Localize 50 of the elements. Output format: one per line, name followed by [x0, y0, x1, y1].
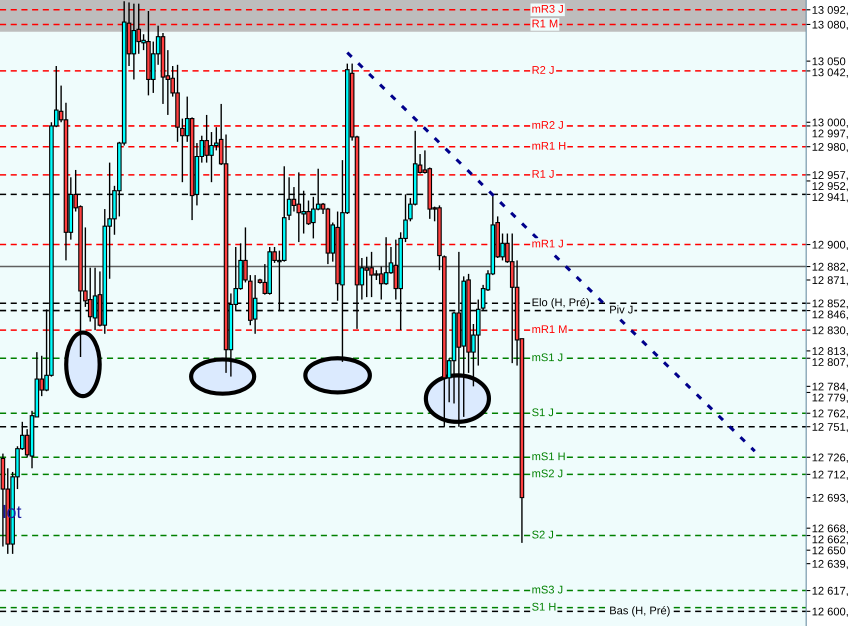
ref-line-label: R2 J	[532, 66, 554, 74]
y-tick-label: 12 617,	[812, 586, 848, 596]
y-tick-label: 12 762,	[812, 410, 848, 419]
y-tick-label: 12 852,	[812, 299, 848, 309]
ref-line-label: Elo (H, Pré)	[532, 298, 589, 308]
ref-line-label: S1 J	[532, 408, 554, 416]
y-tick-label: 12 712,	[812, 470, 848, 480]
ref-line-label: mS3 J	[532, 586, 562, 594]
ref-line-label: mR1 H	[532, 142, 566, 150]
y-tick-label: 13 050	[812, 57, 846, 66]
ref-line-label: mS1 J	[532, 353, 562, 362]
ref-line-label: mS2 J	[532, 470, 562, 478]
y-tick-label: 12 639,	[812, 560, 848, 570]
y-tick-label: 12 779,	[812, 394, 848, 403]
y-tick-label: 12 813,	[812, 347, 848, 356]
y-tick-label: 12 784,	[812, 382, 848, 392]
y-tick-label: 12 980,	[812, 142, 848, 152]
y-tick-label: 12 900,	[812, 240, 848, 250]
y-tick-label: 12 952,	[812, 182, 848, 192]
y-tick-label: 12 957,	[812, 171, 848, 180]
annotation: lot	[4, 504, 22, 518]
y-tick-label: 12 846,	[812, 310, 848, 320]
y-tick-label: 12 830,	[812, 326, 848, 336]
y-tick-label: 12 871,	[812, 276, 848, 286]
ref-line-label: R1 M	[532, 20, 558, 28]
y-tick-label: 13 080,	[812, 20, 848, 30]
ref-line-label: Piv J	[610, 305, 632, 314]
y-tick-label: 12 662,	[812, 535, 848, 545]
y-tick-label: 12 807,	[812, 358, 848, 368]
ref-line-label: S1 H	[532, 602, 556, 611]
ref-line-label: mR1 J	[532, 240, 563, 248]
ref-line-label: R1 J	[532, 170, 554, 178]
ref-line-label: S2 J	[532, 530, 554, 539]
y-tick-label: 12 650	[812, 546, 846, 554]
y-tick-label: 12 997,	[812, 130, 848, 139]
y-tick-label: 12 693,	[812, 494, 848, 504]
y-tick-label: 12 882,	[812, 262, 848, 272]
ref-line-label: mR3 J	[532, 4, 563, 13]
y-tick-label: 12 726,	[812, 454, 848, 463]
y-tick-label: 12 751,	[812, 422, 848, 432]
ref-line-label: mR1 M	[532, 325, 567, 333]
y-tick-label: 13 092,	[812, 6, 848, 16]
ref-line-label: mR2 J	[532, 121, 563, 129]
y-tick-label: 12 600,	[812, 608, 848, 617]
ref-line-label: Bas (H, Pré)	[610, 606, 670, 617]
ref-line-label: mS1 H	[532, 452, 565, 460]
y-tick-label: 13 042,	[812, 68, 848, 78]
y-tick-label: 12 941,	[812, 193, 848, 202]
y-tick-label: 12 668,	[812, 524, 848, 534]
y-tick-label: 13 000,	[812, 118, 848, 128]
